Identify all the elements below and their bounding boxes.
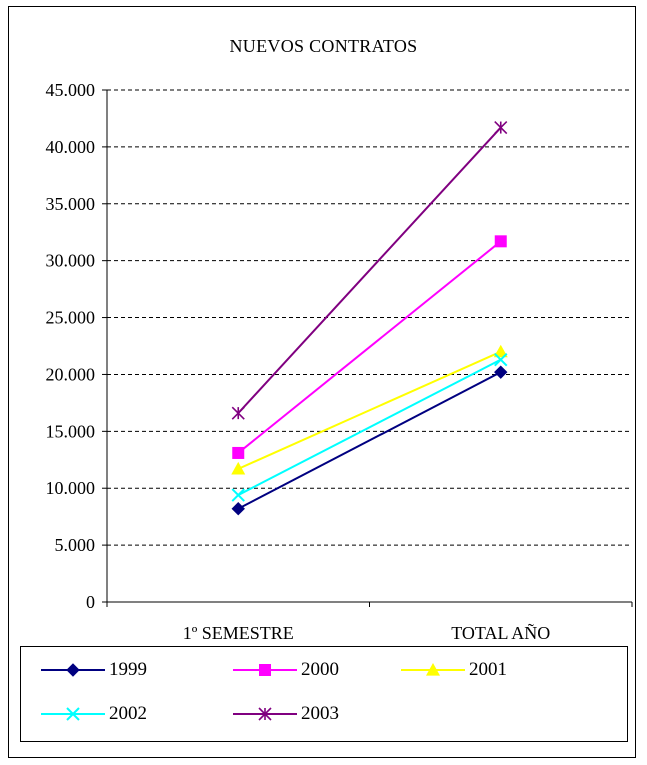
y-tick-label: 10.000 [46,478,96,498]
legend-label: 1999 [109,659,147,680]
y-tick-label: 30.000 [46,251,96,271]
legend-swatch [41,663,105,677]
plot-area: 0 5.000 10.000 15.000 20.000 25.000 30.000 35.0… [46,80,633,640]
series-line [237,358,502,496]
y-tick-label: 15.000 [46,421,96,441]
legend-label: 2002 [109,703,147,724]
y-tick-label: 20.000 [46,364,96,384]
legend-marker [258,707,272,721]
data-point [231,461,246,475]
data-point [494,365,508,379]
series-line [237,126,502,414]
legend: 1999 2000 2001 2002 2003 [20,646,628,742]
legend-swatch [233,707,297,721]
legend-label: 2000 [301,659,339,680]
legend-marker [426,663,440,676]
legend-marker [259,664,271,676]
series-2001 [231,344,508,475]
legend-swatch [41,707,105,721]
data-point [493,344,508,358]
y-tick-label: 40.000 [46,137,96,157]
legend-entry: 2001 [399,655,507,685]
y-tick-label: 5.000 [55,535,96,555]
y-tick-label: 35.000 [46,194,96,214]
y-tick-label: 0 [86,592,95,612]
x-tick-label: TOTAL AÑO [451,622,550,640]
chart-title: NUEVOS CONTRATOS [229,36,418,56]
legend-swatch [401,663,465,676]
legend-swatch [233,664,297,676]
data-point [232,446,245,459]
legend-entry: 2003 [231,699,339,729]
x-tick-label: 1º SEMESTRE [183,623,294,640]
chart-frame [8,6,636,758]
legend-entry: 1999 [39,655,147,685]
legend-label: 2003 [301,703,339,724]
series-line [237,371,502,510]
legend-entry: 2002 [39,699,147,729]
legend-marker [66,663,80,677]
series-line [237,350,502,470]
legend-marker [66,707,80,721]
data-point [231,501,245,516]
data-point [231,488,245,502]
series-2002 [231,352,508,502]
legend-entry: 2000 [231,655,339,685]
series-2003 [231,120,508,420]
data-point [494,235,507,248]
y-tick-label: 25.000 [46,308,96,328]
data-point [494,352,508,367]
y-tick-label: 45.000 [46,80,96,100]
legend-label: 2001 [469,659,507,680]
series-line [237,240,502,454]
data-point [231,406,245,420]
series-2000 [232,235,507,459]
series-1999 [231,365,508,516]
data-point [494,120,508,135]
